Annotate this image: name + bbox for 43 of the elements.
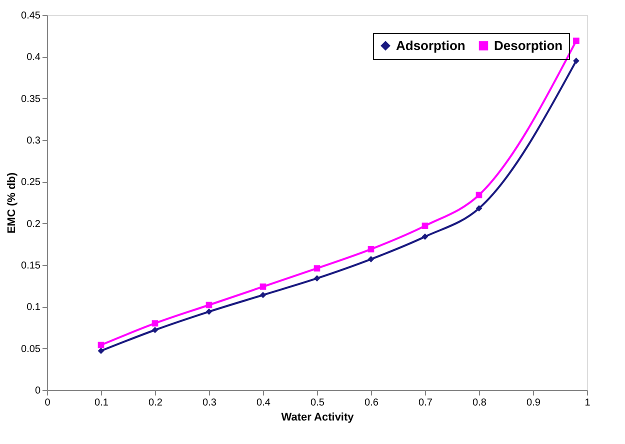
point [152, 326, 158, 334]
y-tick-label: 0.4 [26, 52, 41, 64]
y-tick-label: 0 [34, 386, 41, 396]
x-tick-label: 0.4 [256, 398, 271, 408]
point [422, 234, 428, 240]
point [260, 292, 266, 298]
point [98, 348, 104, 354]
point [422, 222, 428, 229]
point [476, 205, 482, 212]
x-tick-label: 1 [584, 398, 591, 408]
y-tick-label: 0.05 [21, 344, 41, 355]
x-tick-label: 0.9 [526, 398, 541, 408]
y-tick-label: 0.3 [26, 136, 41, 146]
point [573, 58, 580, 64]
point [573, 38, 580, 44]
x-tick-label: 0 [44, 398, 51, 408]
legend-label: Adsorption [396, 38, 466, 53]
y-tick-label: 0.45 [21, 10, 41, 22]
y-tick-label: 0.2 [26, 218, 41, 230]
point [206, 308, 212, 315]
y-tick-label: 0.35 [21, 94, 41, 105]
point [368, 246, 374, 252]
point [98, 342, 104, 348]
x-tick-label: 0.2 [148, 398, 163, 408]
y-axis-title: EMC (% db) [6, 172, 18, 234]
x-tick-label: 0.8 [472, 398, 487, 408]
point [260, 284, 266, 290]
y-tick-label: 0.25 [21, 177, 41, 188]
point [206, 302, 212, 308]
point [368, 256, 374, 262]
y-tick-label: 0.1 [26, 302, 41, 314]
point [314, 275, 320, 282]
x-tick-label: 0.3 [202, 398, 217, 408]
x-tick-label: 0.6 [364, 398, 379, 408]
point [314, 265, 320, 272]
x-axis-title: Water Activity [281, 412, 355, 424]
point [476, 192, 482, 198]
x-tick-label: 0.5 [310, 398, 325, 408]
y-tick-label: 0.15 [21, 260, 41, 272]
legend-label: Desorption [494, 38, 563, 53]
x-tick-label: 0.1 [94, 398, 109, 408]
x-tick-label: 0.7 [418, 398, 433, 408]
point [152, 320, 158, 326]
